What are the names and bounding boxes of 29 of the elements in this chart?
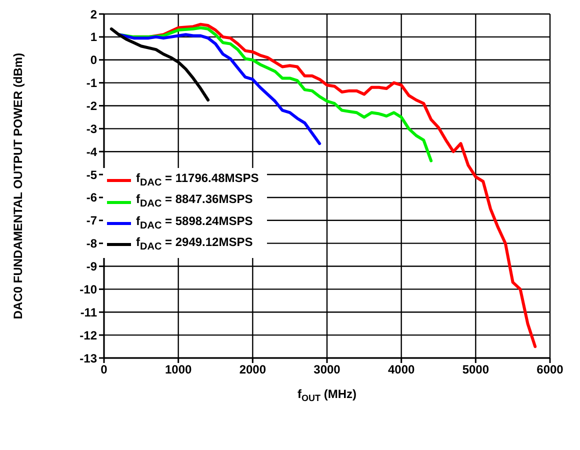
y-tick-label: -3 xyxy=(86,122,98,136)
y-tick-label: -10 xyxy=(80,282,98,296)
legend-label: f$_{DAC}$ = 8847.36MSPS xyxy=(136,191,253,212)
x-tick-label: 5000 xyxy=(462,362,490,377)
x-tick-label: 0 xyxy=(100,362,108,377)
y-tick-label: 2 xyxy=(90,7,98,22)
legend-label: f$_{DAC}$ = 2949.12MSPS xyxy=(136,234,253,255)
x-tick-label: 2000 xyxy=(239,362,266,377)
y-tick-label: -4 xyxy=(86,144,98,159)
legend-label: f$_{DAC}$ = 11796.48MSPS xyxy=(136,170,259,190)
y-tick-label: -7 xyxy=(86,214,98,228)
y-tick-label: -5 xyxy=(86,168,98,182)
x-tick-label: 6000 xyxy=(536,362,564,377)
x-axis-title: f$_{OUT}$ (MHz) xyxy=(298,387,356,404)
y-tick-label: -2 xyxy=(86,98,98,113)
y-tick-label: -6 xyxy=(86,190,98,205)
y-tick-label: -12 xyxy=(80,328,98,342)
y-tick-label: -13 xyxy=(80,351,98,366)
x-tick-label: 3000 xyxy=(314,362,341,377)
legend-label: f$_{DAC}$ = 5898.24MSPS xyxy=(136,212,253,234)
y-tick-label: 1 xyxy=(90,30,98,44)
y-tick-label: -1 xyxy=(86,76,98,90)
y-tick-label: 0 xyxy=(90,53,98,68)
x-tick-label: 1000 xyxy=(164,362,192,377)
x-tick-label: 4000 xyxy=(388,362,416,377)
y-tick-label: -11 xyxy=(80,305,98,320)
y-axis-title: DAC0 FUNDAMENTAL OUTPUT POWER (dBm) xyxy=(11,52,25,320)
y-tick-label: -9 xyxy=(86,260,98,274)
y-tick-label: -8 xyxy=(86,236,98,251)
